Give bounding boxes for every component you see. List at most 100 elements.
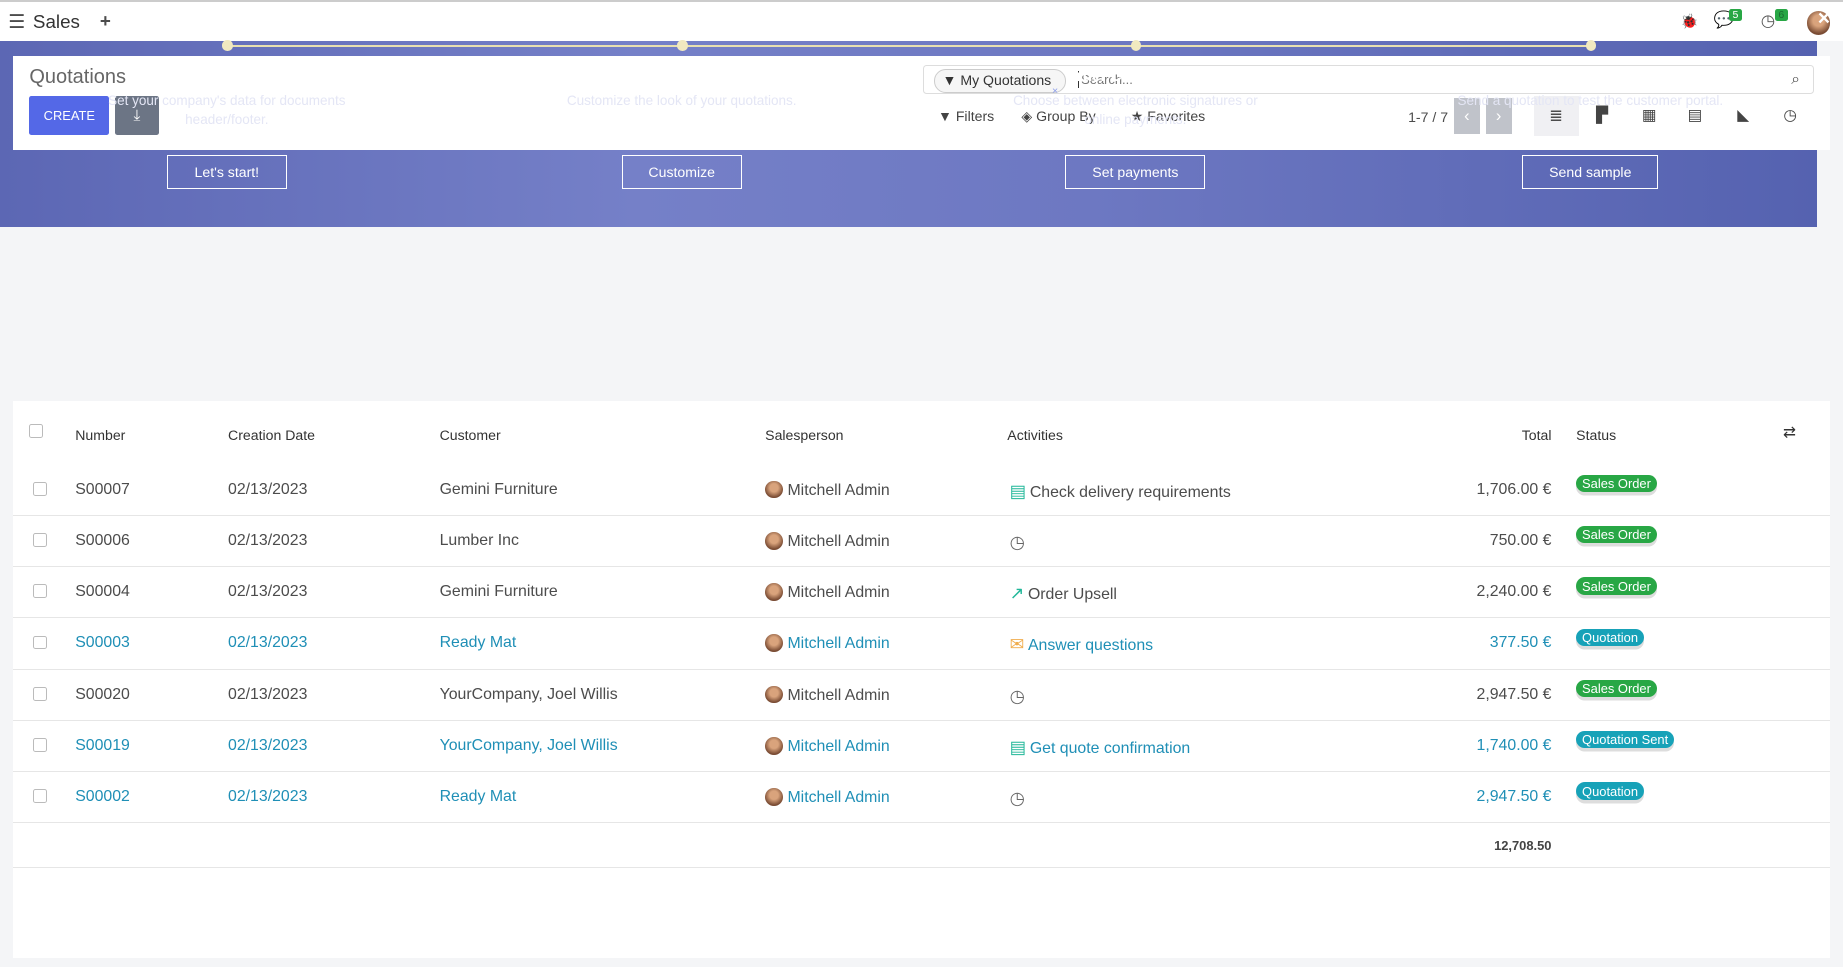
top-navbar: ☰ Sales + 🐞 💬 5 ◷ 6 (0, 0, 1843, 42)
cell-customer: YourCompany, Joel Willis (439, 685, 618, 703)
pager-value[interactable]: 1-7 / 7 (1408, 109, 1449, 126)
cell-date: 02/13/2023 (228, 480, 308, 498)
app-title[interactable]: Sales (32, 11, 80, 33)
cell-date: 02/13/2023 (228, 788, 308, 806)
table-row[interactable]: S00020 02/13/2023 YourCompany, Joel Will… (12, 669, 1831, 721)
header-customer[interactable]: Customer (439, 426, 501, 443)
cell-total: 2,947.50 € (1476, 788, 1552, 806)
pager-previous-button[interactable]: ‹ (1453, 97, 1480, 134)
bug-icon[interactable]: 🐞 (1680, 12, 1699, 29)
cell-customer: Ready Mat (439, 788, 517, 806)
cell-number: S00003 (75, 634, 130, 652)
table-row[interactable]: S00002 02/13/2023 Ready Mat Mitchell Adm… (12, 772, 1831, 824)
step-dot (222, 39, 233, 51)
filters-button[interactable]: ▼ Filters (937, 108, 995, 125)
pivot-view-icon[interactable]: ▤ (1687, 106, 1703, 124)
pager-next-button[interactable]: › (1485, 97, 1512, 134)
salesperson-avatar (765, 531, 783, 550)
step-description: Choose between electronic signatures or … (1013, 93, 1258, 128)
header-total[interactable]: Total (1521, 426, 1552, 443)
row-checkbox[interactable] (32, 481, 47, 496)
cell-total: 1,740.00 € (1476, 736, 1552, 754)
checklist-icon[interactable]: ▤ (1009, 480, 1027, 501)
clock-icon[interactable]: ◷ (1009, 531, 1026, 552)
step-description: Send a quotation to test the customer po… (1457, 93, 1724, 109)
search-icon[interactable]: ⌕ (1791, 70, 1800, 88)
table-row[interactable]: S00006 02/13/2023 Lumber Inc Mitchell Ad… (12, 516, 1831, 568)
row-checkbox[interactable] (32, 738, 47, 752)
step-title: Quotation Layout (618, 68, 745, 86)
search-input[interactable] (1077, 70, 1777, 88)
step-button[interactable]: Send sample (1522, 154, 1659, 189)
cell-date: 02/13/2023 (228, 634, 308, 652)
table-row[interactable]: S00004 02/13/2023 Gemini Furniture Mitch… (12, 567, 1831, 619)
onboarding-step: Company Data Set your company's data for… (86, 68, 368, 189)
activities-badge: 6 (1774, 9, 1788, 22)
calendar-view-icon[interactable]: ▦ (1641, 106, 1657, 124)
header-activities[interactable]: Activities (1007, 426, 1063, 443)
create-button[interactable]: CREATE (29, 96, 110, 136)
row-checkbox[interactable] (32, 686, 47, 701)
step-description: Set your company's data for documents he… (108, 93, 346, 128)
cell-activity[interactable]: Get quote confirmation (1029, 739, 1191, 757)
header-salesperson[interactable]: Salesperson (765, 426, 844, 443)
download-icon: ⤓ (133, 106, 141, 124)
row-checkbox[interactable] (32, 533, 47, 547)
cell-total: 377.50 € (1489, 634, 1552, 652)
salesperson-avatar (765, 480, 783, 499)
activity-view-icon[interactable]: ◷ (1783, 106, 1797, 124)
group-by-button[interactable]: ◈ Group By (1021, 108, 1096, 125)
status-badge: Sales Order (1576, 679, 1657, 698)
clock-icon[interactable]: ◷ (1009, 788, 1026, 809)
cell-activity[interactable]: Answer questions (1027, 637, 1154, 655)
select-all-checkbox[interactable] (29, 424, 44, 439)
step-button[interactable]: Let's start! (166, 154, 287, 189)
status-badge: Quotation Sent (1576, 731, 1675, 749)
menu-icon[interactable]: ☰ (8, 11, 26, 33)
sum-total: 12,708.50 (1494, 838, 1552, 854)
cell-activity[interactable]: Check delivery requirements (1029, 483, 1231, 501)
clock-icon[interactable]: ◷ (1760, 12, 1776, 31)
favorites-button[interactable]: ★ Favorites (1130, 108, 1206, 125)
step-button[interactable]: Set payments (1065, 154, 1206, 189)
list-icon: ≣ (1549, 106, 1563, 125)
row-checkbox[interactable] (32, 635, 47, 650)
clock-icon[interactable]: ◷ (1009, 685, 1026, 706)
envelope-icon[interactable]: ✉ (1009, 634, 1025, 655)
cell-activity[interactable]: Order Upsell (1027, 586, 1117, 604)
add-icon[interactable]: + (99, 10, 111, 32)
remove-facet-icon[interactable]: × (1051, 84, 1059, 97)
step-title: Company Data (173, 68, 281, 86)
row-checkbox[interactable] (32, 789, 47, 804)
step-button[interactable]: Customize (621, 154, 742, 189)
header-creation-date[interactable]: Creation Date (228, 426, 315, 443)
header-status[interactable]: Status (1576, 426, 1617, 443)
kanban-view-icon[interactable]: ▛ (1596, 106, 1608, 124)
step-description: Customize the look of your quotations. (566, 93, 797, 109)
search-facet: ▼ My Quotations (934, 69, 1067, 93)
checklist-icon[interactable]: ▤ (1009, 736, 1027, 757)
cell-salesperson: Mitchell Admin (787, 686, 890, 704)
download-button[interactable]: ⤓ (115, 96, 159, 136)
row-checkbox[interactable] (32, 584, 47, 599)
cell-customer: Gemini Furniture (439, 480, 558, 498)
cell-total: 2,947.50 € (1476, 685, 1552, 703)
table-row[interactable]: S00003 02/13/2023 Ready Mat Mitchell Adm… (12, 618, 1831, 670)
messages-badge: 5 (1728, 9, 1742, 22)
header-number[interactable]: Number (75, 426, 126, 443)
table-row[interactable]: S00019 02/13/2023 YourCompany, Joel Will… (12, 721, 1831, 773)
list-view-button[interactable]: ≣ (1533, 96, 1579, 137)
onboarding-step: Quotation Layout Customize the look of y… (541, 68, 823, 189)
salesperson-avatar (765, 583, 783, 601)
chart-line-icon[interactable]: ↗ (1009, 583, 1025, 604)
search-box[interactable] (922, 64, 1814, 95)
user-avatar[interactable] (1806, 11, 1831, 35)
optional-columns-icon[interactable]: ⇄ (1783, 424, 1796, 442)
table-row[interactable]: S00007 02/13/2023 Gemini Furniture Mitch… (12, 464, 1831, 516)
graph-view-icon[interactable]: ◣ (1737, 106, 1749, 124)
cell-total: 1,706.00 € (1476, 480, 1552, 498)
cell-number: S00019 (75, 736, 130, 754)
favorites-label: Favorites (1147, 108, 1206, 125)
status-badge: Quotation (1576, 782, 1644, 800)
salesperson-avatar (765, 736, 783, 755)
